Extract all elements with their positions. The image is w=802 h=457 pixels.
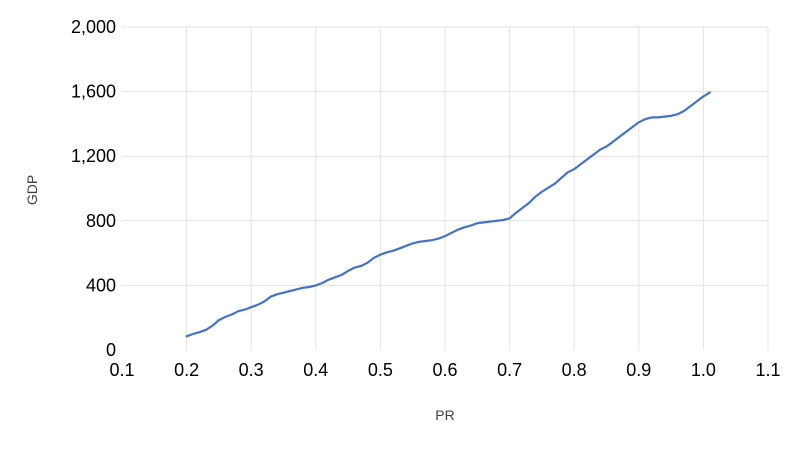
- x-axis-label: PR: [435, 407, 454, 423]
- gridlines: [122, 26, 769, 350]
- y-tick-label: 2,000: [71, 17, 116, 37]
- series-line: [185, 91, 712, 338]
- series-lines: [185, 91, 712, 338]
- x-tick-label: 0.3: [239, 360, 264, 380]
- x-tick-label: 0.6: [432, 360, 457, 380]
- y-tick-label: 1,200: [71, 146, 116, 166]
- x-tick-label: 0.2: [174, 360, 199, 380]
- x-tick-label: 1.1: [755, 360, 780, 380]
- x-tick-label: 0.8: [562, 360, 587, 380]
- x-tick-label: 0.1: [109, 360, 134, 380]
- y-tick-label: 1,600: [71, 82, 116, 102]
- x-axis-ticks: 0.1 0.2 0.3 0.4 0.5 0.6 0.7 0.8 0.9 1.0 1.1: [109, 360, 780, 380]
- x-tick-label: 0.7: [497, 360, 522, 380]
- x-tick-label: 0.4: [303, 360, 328, 380]
- y-axis-label: GDP: [24, 175, 40, 205]
- y-axis-ticks: 0 400 800 1,200 1,600 2,000: [71, 17, 116, 360]
- y-tick-label: 0: [106, 340, 116, 360]
- x-tick-label: 0.9: [626, 360, 651, 380]
- x-tick-label: 0.5: [368, 360, 393, 380]
- x-tick-label: 1.0: [691, 360, 716, 380]
- y-tick-label: 400: [86, 275, 116, 295]
- y-tick-label: 800: [86, 211, 116, 231]
